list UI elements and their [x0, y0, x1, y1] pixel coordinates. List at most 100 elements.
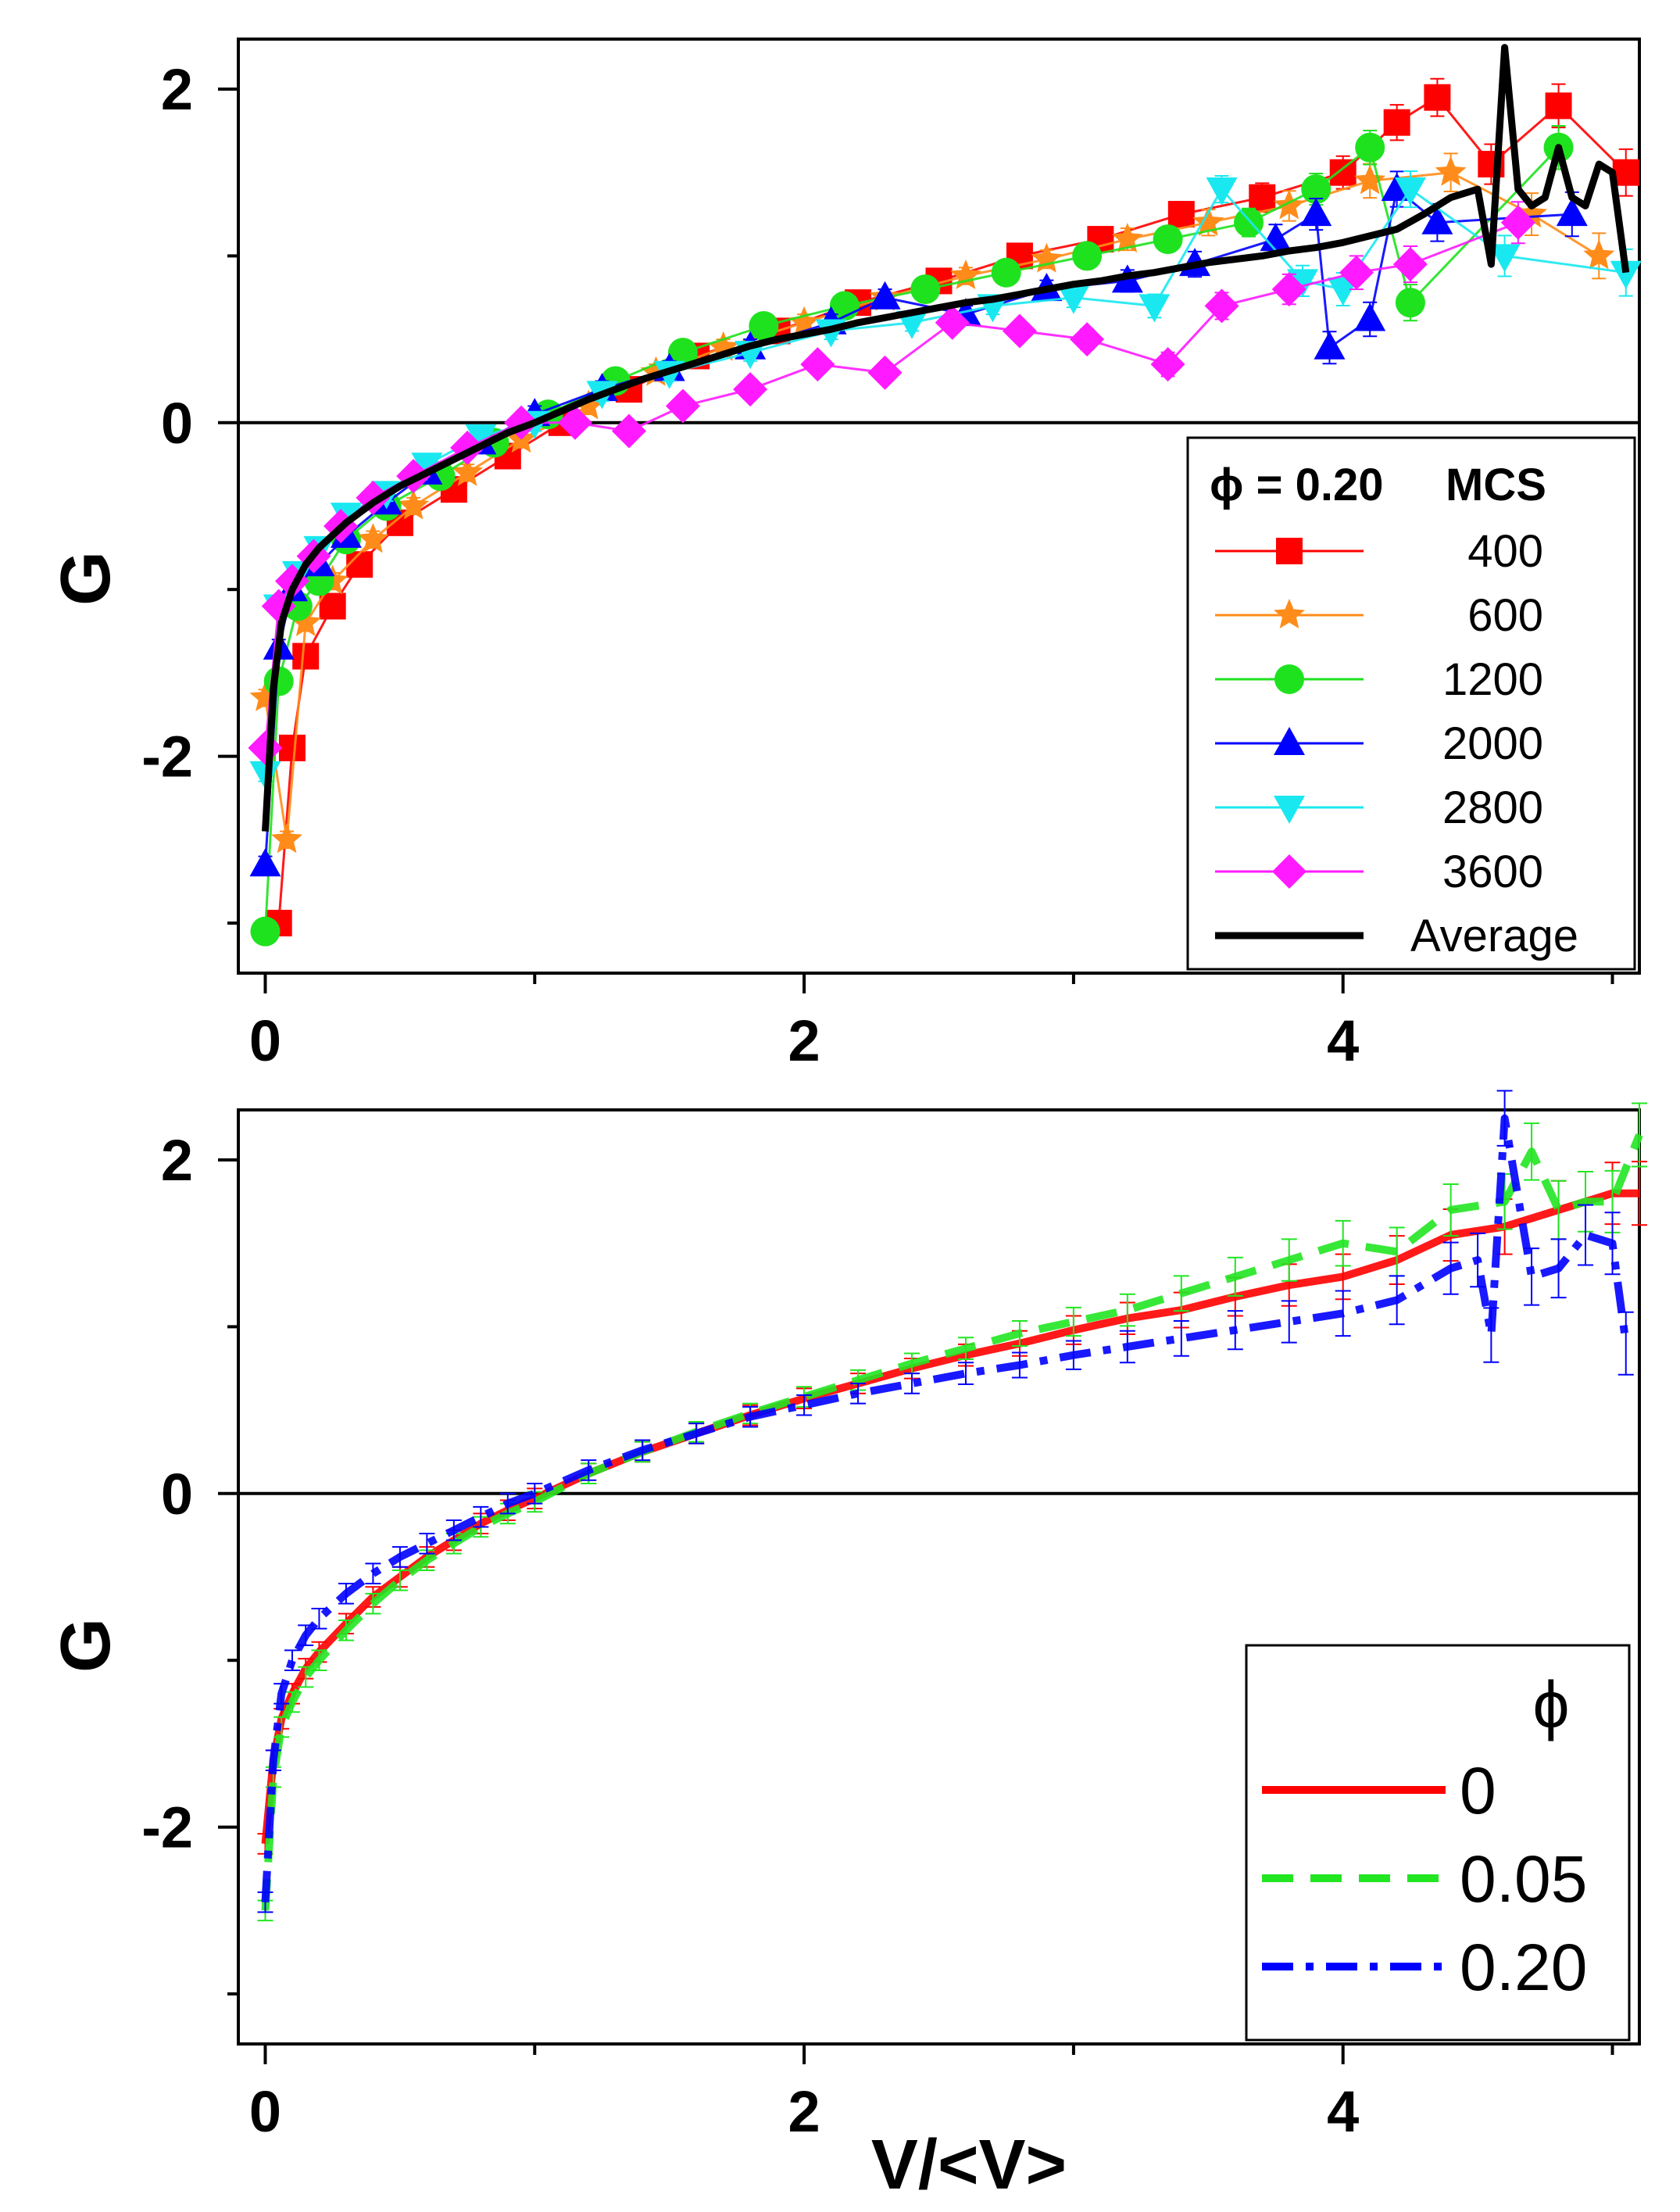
bottom-series-020-errorbar [284, 1649, 300, 1671]
bottom-series-020-errorbar [1617, 1311, 1634, 1376]
bottom-plot-frame [237, 1108, 1641, 2046]
bottom-series-005-errorbar [1632, 1102, 1647, 1168]
bottom-series-005-errorbar [273, 1716, 290, 1738]
bottom-series-020-errorbar [957, 1362, 974, 1386]
top-tick-labels: 0 2 4 -2 0 2 [141, 57, 1359, 1073]
bottom-series-005-errorbar [1442, 1183, 1459, 1237]
bottom-series-005-errorbar [1335, 1219, 1351, 1267]
top-legend-2000-label: 2000 [1442, 718, 1543, 769]
bottom-tick-labels: 0 2 4 -2 0 2 [141, 1128, 1359, 2144]
top-series-1200-point [1153, 224, 1183, 255]
top-legend-Average-label: Average [1410, 911, 1578, 961]
bottom-series-020-errorbar [527, 1483, 543, 1505]
top-series-2800-point [1138, 294, 1171, 323]
top-legend-400-label: 400 [1467, 526, 1543, 577]
top-legend-2800-label: 2800 [1442, 782, 1543, 833]
bottom-series-020-errorbar [904, 1373, 920, 1394]
bottom-series-020-errorbar [391, 1546, 408, 1568]
top-series-2000-point [1260, 223, 1292, 252]
bottom-y-tick-label: 2 [161, 1128, 193, 1193]
bottom-series-005-errorbar [391, 1569, 408, 1591]
top-series-400-point [292, 642, 320, 670]
top-series-400-point [1329, 159, 1357, 186]
top-series-3600-point [611, 413, 646, 449]
bottom-series-020-errorbar [445, 1519, 462, 1541]
top-series-3600-point [1204, 288, 1239, 324]
top-legend-3600-label: 3600 [1442, 847, 1543, 897]
top-series-400-point [1383, 109, 1410, 136]
top-series-2800-point [1610, 260, 1642, 289]
bottom-series-020-errorbar [419, 1533, 435, 1555]
bottom-series-020-errorbar [298, 1624, 314, 1646]
bottom-series-005-errorbar [338, 1619, 354, 1641]
top-legend-header-mcs: MCS [1446, 460, 1546, 510]
top-series-3600-point [935, 305, 970, 340]
top-series-600-point [1273, 189, 1305, 220]
top-series-3600-point [1392, 247, 1428, 282]
top-series-400-point [1249, 184, 1276, 211]
top-series-1200-point [1301, 174, 1331, 205]
top-x-tick-label: 4 [1327, 1008, 1359, 1073]
top-x-tick-label: 0 [249, 1008, 281, 1073]
bottom-series-020-errorbar [1442, 1241, 1459, 1295]
top-legend-400-marker [1276, 538, 1303, 564]
top-series-2800-point [1206, 177, 1238, 206]
bottom-series-005-errorbar [1119, 1293, 1135, 1327]
top-series-2800-point [1057, 285, 1089, 314]
top-series-1200-point [1355, 132, 1385, 163]
x-axis-label: V/<V> [871, 2126, 1067, 2204]
bottom-series-020-errorbar [1227, 1310, 1243, 1351]
top-series-2800-point [1489, 244, 1521, 273]
bottom-x-tick-label: 4 [1327, 2079, 1359, 2144]
top-series-600-point [290, 606, 322, 636]
bottom-series-005-errorbar [957, 1337, 974, 1361]
bottom-series-020-errorbar [499, 1492, 516, 1515]
bottom-series-020-errorbar [1483, 1307, 1499, 1363]
top-series-3600-point [558, 405, 593, 440]
top-series-3600-point [1070, 322, 1105, 357]
top-series-3600-point [867, 355, 903, 390]
top-legend-600-marker [1274, 599, 1305, 628]
top-series-400-point [319, 592, 346, 620]
bottom-series-020-errorbar [265, 1749, 281, 1772]
top-legend-600-label: 600 [1467, 590, 1543, 641]
top-series-2800-point [411, 453, 443, 481]
bottom-series-020-errorbar [1281, 1300, 1297, 1344]
bottom-series-020-errorbar [257, 1891, 273, 1913]
bottom-series-005-errorbar [365, 1592, 381, 1615]
bottom-series-020-errorbar [473, 1505, 489, 1528]
bottom-y-tick-label: -2 [141, 1795, 193, 1860]
top-series-600-point [452, 456, 484, 486]
top-series-1200-point [910, 274, 941, 305]
bottom-series-020-errorbar [338, 1583, 354, 1605]
bottom-series-020-errorbar [1335, 1290, 1351, 1337]
top-series-1200-line [264, 146, 1560, 932]
bottom-series-group [257, 1090, 1647, 1922]
top-series-1200-point [1395, 288, 1425, 318]
bottom-series-020-errorbar [688, 1423, 705, 1444]
top-y-tick-label: 0 [161, 391, 193, 456]
top-legend-2000-marker [1274, 727, 1305, 755]
top-series-400-point [278, 734, 306, 761]
bottom-series-020-errorbar [1011, 1351, 1028, 1379]
top-series-600-point [271, 823, 302, 854]
top-series-group [248, 44, 1642, 947]
top-series-600-point [398, 489, 430, 520]
top-legend-2800-marker [1274, 796, 1305, 824]
bottom-series-005-errorbar [311, 1649, 327, 1671]
top-axis-ticks [218, 88, 1614, 993]
bottom-series-005-errorbar [1524, 1122, 1540, 1181]
bottom-series-020-errorbar [1173, 1319, 1189, 1357]
bottom-series-005-errorbar [1011, 1319, 1028, 1347]
bottom-series-005-errorbar [1173, 1275, 1189, 1312]
bottom-series-005-errorbar [1281, 1238, 1297, 1282]
top-plot-frame [237, 38, 1641, 975]
bottom-axis-ticks [218, 1158, 1614, 2064]
top-legend: ϕ = 0.20 MCS 400 600 1200 2000 2800 3600 Avera… [1186, 436, 1636, 971]
top-series-2800-point [1394, 177, 1426, 206]
bottom-series-020-errorbar [1550, 1238, 1567, 1299]
top-series-1200-point [250, 916, 281, 947]
top-y-tick-label: 2 [161, 57, 193, 122]
top-series-600-point [1583, 239, 1615, 270]
